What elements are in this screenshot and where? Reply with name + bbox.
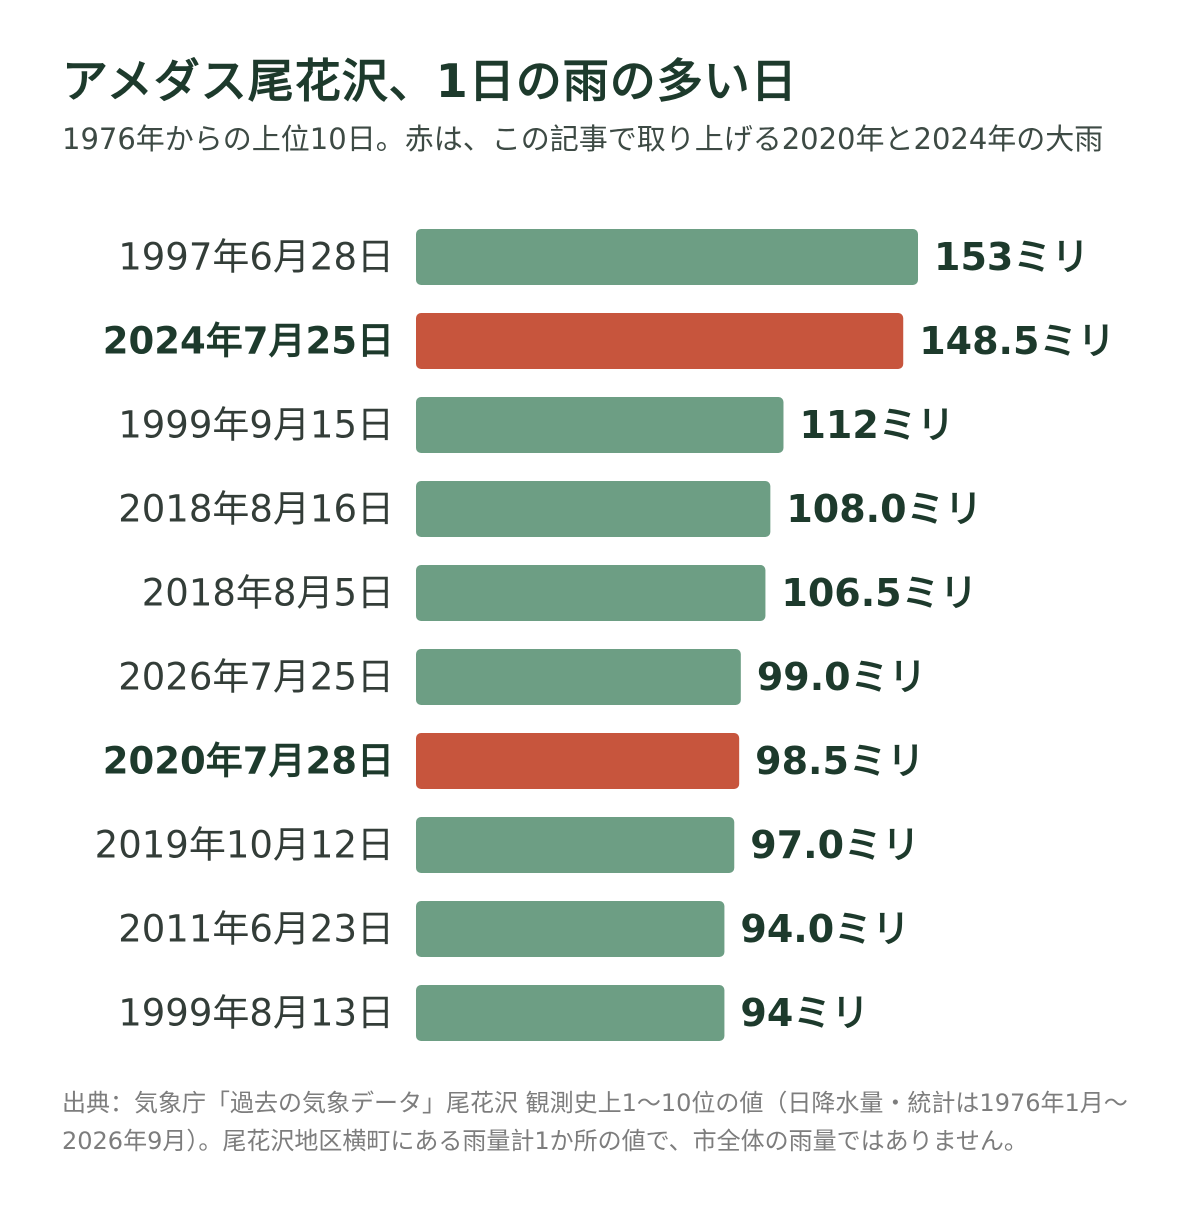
category-label: 2024年7月25日 <box>103 320 394 363</box>
bar-highlight <box>416 733 740 789</box>
category-label: 2018年8月16日 <box>118 488 394 531</box>
bar-highlight <box>416 313 904 369</box>
category-label: 2020年7月28日 <box>103 740 394 783</box>
bar <box>416 565 766 621</box>
value-label: 99.0ミリ <box>757 655 927 699</box>
category-label: 1997年6月28日 <box>118 236 394 279</box>
value-label: 112ミリ <box>799 403 954 447</box>
value-label: 106.5ミリ <box>781 571 977 615</box>
bar <box>416 649 741 705</box>
category-label: 1999年8月13日 <box>118 992 394 1035</box>
value-label: 94ミリ <box>740 991 869 1035</box>
source-footnote: 出典：気象庁「過去の気象データ」尾花沢 観測史上1〜10位の値（日降水量・統計は… <box>62 1089 1128 1155</box>
category-label: 2019年10月12日 <box>95 824 394 867</box>
chart-title: アメダス尾花沢、1日の雨の多い日 <box>62 54 798 108</box>
bar <box>416 817 735 873</box>
value-label: 98.5ミリ <box>755 739 925 783</box>
category-label: 2026年7月25日 <box>118 656 394 699</box>
value-label: 108.0ミリ <box>786 487 982 531</box>
bar <box>416 901 725 957</box>
category-label: 2018年8月5日 <box>142 572 394 615</box>
value-label: 94.0ミリ <box>740 907 910 951</box>
bar <box>416 481 771 537</box>
chart-subtitle: 1976年からの上位10日。赤は、この記事で取り上げる2020年と2024年の大… <box>62 122 1104 156</box>
value-label: 148.5ミリ <box>919 319 1115 363</box>
category-label: 1999年9月15日 <box>118 404 394 447</box>
value-label: 153ミリ <box>934 235 1089 279</box>
value-label: 97.0ミリ <box>750 823 920 867</box>
bar <box>416 229 918 285</box>
category-label: 2011年6月23日 <box>118 908 394 951</box>
bar <box>416 985 725 1041</box>
bar <box>416 397 784 453</box>
